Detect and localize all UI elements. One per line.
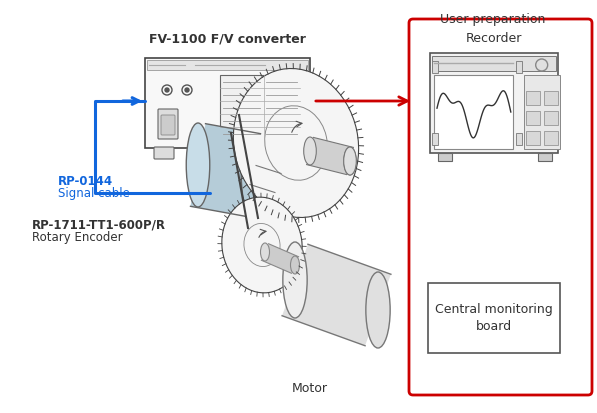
Text: FV-1100 F/V converter: FV-1100 F/V converter — [149, 33, 306, 46]
Polygon shape — [190, 123, 260, 216]
Polygon shape — [282, 244, 391, 346]
Ellipse shape — [344, 147, 356, 175]
Text: Signal cable: Signal cable — [58, 187, 130, 200]
Ellipse shape — [366, 272, 390, 348]
FancyBboxPatch shape — [154, 147, 174, 159]
Polygon shape — [307, 138, 353, 175]
Ellipse shape — [291, 256, 300, 274]
Text: RP-1711-TT1-600P/R: RP-1711-TT1-600P/R — [32, 218, 166, 231]
Circle shape — [165, 88, 169, 92]
Ellipse shape — [241, 133, 264, 217]
Bar — [432, 56, 556, 71]
Text: Recorder: Recorder — [466, 32, 522, 45]
Ellipse shape — [283, 242, 307, 318]
Bar — [526, 131, 540, 145]
Text: RP-0144: RP-0144 — [58, 175, 113, 188]
Polygon shape — [250, 166, 281, 192]
Ellipse shape — [273, 173, 283, 193]
Bar — [220, 75, 300, 140]
Ellipse shape — [344, 147, 356, 175]
FancyBboxPatch shape — [161, 115, 175, 135]
Ellipse shape — [186, 123, 210, 207]
FancyBboxPatch shape — [284, 147, 304, 159]
Bar — [432, 133, 438, 145]
Ellipse shape — [260, 243, 269, 261]
Bar — [147, 60, 308, 70]
Bar — [428, 283, 560, 353]
Text: User preparation: User preparation — [441, 13, 546, 26]
Bar — [544, 91, 558, 105]
Bar — [516, 133, 522, 145]
Bar — [430, 53, 558, 153]
Bar — [544, 131, 558, 145]
Bar — [432, 61, 438, 73]
Bar — [526, 91, 540, 105]
FancyBboxPatch shape — [158, 109, 178, 139]
Ellipse shape — [222, 197, 302, 293]
Ellipse shape — [233, 69, 359, 218]
Bar — [544, 111, 558, 125]
Circle shape — [185, 88, 189, 92]
Text: Central monitoring
board: Central monitoring board — [435, 302, 553, 334]
Bar — [438, 153, 452, 161]
Polygon shape — [261, 244, 298, 273]
Bar — [516, 61, 522, 73]
Bar — [526, 111, 540, 125]
Ellipse shape — [248, 165, 258, 185]
Bar — [145, 58, 310, 148]
Text: Motor: Motor — [292, 382, 328, 395]
Text: Rotary Encoder: Rotary Encoder — [32, 231, 122, 244]
Bar — [524, 75, 559, 149]
Bar — [538, 153, 552, 161]
Ellipse shape — [304, 137, 316, 165]
Bar — [434, 75, 513, 149]
